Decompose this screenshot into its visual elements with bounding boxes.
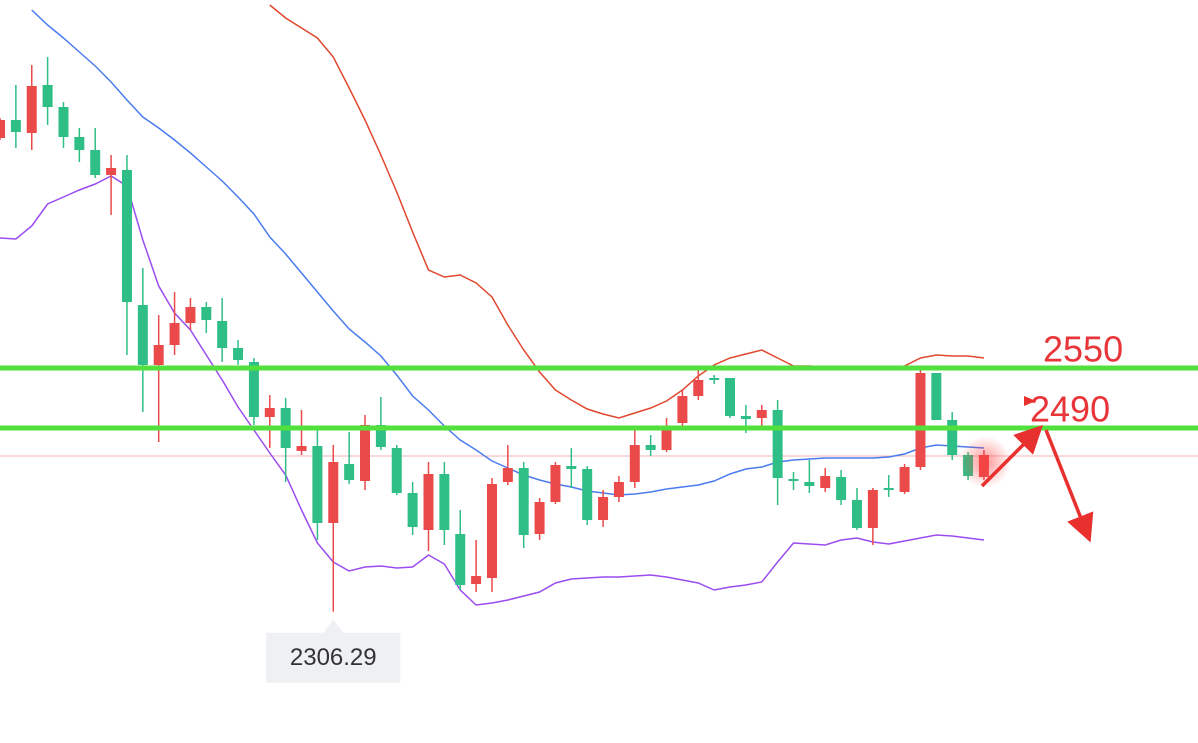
candle-body [598,497,609,520]
candle-body [788,479,799,481]
candle-body [26,86,37,133]
candle-body [661,427,672,450]
candle-body [725,378,736,416]
candle-body [931,373,942,420]
candle-body [534,502,545,534]
candle-body [233,348,244,360]
candle-body [90,150,101,175]
candle-body [629,445,640,482]
candle-body [820,476,831,488]
candle-body [645,445,656,450]
candle-body [312,446,323,523]
candle-body [217,321,228,348]
candle-body [582,469,593,520]
candle-body [899,467,910,492]
candle-body [693,380,704,396]
candle-body [137,305,148,365]
candle-body [804,482,815,486]
overlay-line [31,9,984,496]
overlay-line [269,4,985,419]
candle-body [756,410,767,418]
candle-body [423,474,434,530]
level-label: 2550 [1043,329,1123,370]
level-label: 2490 [1030,389,1110,430]
candle-body [58,107,69,137]
candle-body [439,474,450,530]
candle-body [550,465,561,502]
candle-body [867,490,878,528]
candle-body [344,464,355,480]
candle-body [772,410,783,478]
candle-body [502,468,513,482]
candle-body [518,468,529,535]
candle-body [471,576,482,584]
candle-body [375,425,386,447]
candle-body [883,488,894,490]
low-tooltip-layer: 2306.29 [266,619,401,683]
candle-body [106,168,117,175]
candle-body [677,396,688,423]
candle-body [391,448,402,493]
candle-body [328,462,339,523]
candle-body [296,446,307,451]
candle-body [613,482,624,497]
candle-body [248,362,259,417]
candle-body [851,500,862,528]
candle-body [0,120,5,138]
candle-body [836,477,847,500]
highlight-glow [959,436,1011,488]
candle-body [407,493,418,527]
level-layer: 2550 2490 [0,329,1198,431]
low-label: 2306.29 [290,644,377,671]
candle-body [360,425,371,481]
candle-body [185,307,196,323]
candle-body [121,170,132,302]
candle-body [74,137,85,150]
candle-body [709,378,720,380]
tooltip-box [266,619,401,683]
candle-body [566,466,577,469]
candle-body [42,85,53,107]
candle-body [169,323,180,345]
candle-body [153,345,164,365]
candle-body [455,534,466,585]
candle-body [947,420,958,455]
candle-layer [0,57,989,612]
candle-body [264,408,275,417]
arrow-down [1044,429,1094,543]
candle-body [915,373,926,467]
candle-body [486,484,497,578]
candle-body [201,307,212,320]
candle-body [740,416,751,419]
arrow-tip [1024,396,1036,406]
candle-body [10,120,21,132]
overlay-line [0,175,985,606]
arrow-up [980,425,1043,488]
